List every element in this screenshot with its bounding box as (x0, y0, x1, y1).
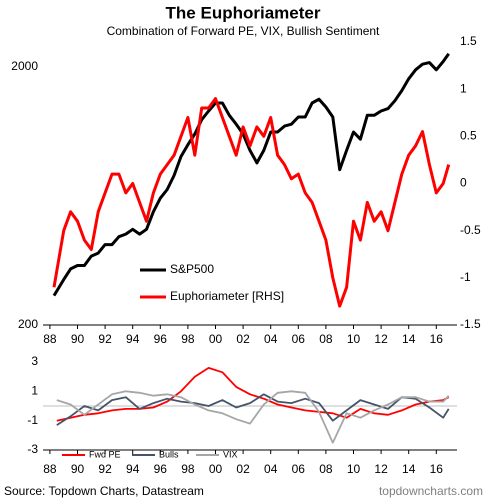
y-tick-label: -3 (27, 442, 38, 456)
brand: topdowncharts.com (379, 484, 483, 498)
x-tick-label: 00 (209, 332, 223, 346)
x-tick-label: 88 (43, 462, 57, 476)
y2-tick-label: -0.5 (460, 223, 481, 237)
y-tick-label: -1 (27, 413, 38, 427)
x-tick-label: 08 (319, 332, 333, 346)
legend-label: VIX (223, 449, 238, 459)
x-tick-label: 96 (154, 462, 168, 476)
x-tick-label: 14 (402, 462, 416, 476)
legend-label: Fwd PE (89, 449, 121, 459)
x-tick-label: 02 (236, 332, 250, 346)
x-tick-label: 12 (374, 332, 388, 346)
y2-tick-label: 1.5 (460, 34, 477, 48)
x-tick-label: 04 (264, 332, 278, 346)
x-tick-label: 98 (181, 332, 195, 346)
x-tick-label: 94 (126, 462, 140, 476)
x-tick-label: 00 (209, 462, 223, 476)
x-tick-label: 92 (98, 462, 112, 476)
chart-subtitle: Combination of Forward PE, VIX, Bullish … (107, 24, 380, 38)
series-line (56, 390, 450, 444)
legend-label: Euphoriameter [RHS] (170, 289, 284, 303)
y2-tick-label: -1.5 (460, 317, 481, 331)
x-tick-label: 96 (154, 332, 168, 346)
y-tick-label: 200 (18, 317, 38, 331)
x-tick-label: 08 (319, 462, 333, 476)
y-tick-label: 2000 (11, 59, 38, 73)
y-tick-label: 1 (31, 384, 38, 398)
x-tick-label: 90 (71, 462, 85, 476)
y-tick-label: 3 (31, 354, 38, 368)
x-tick-label: 06 (292, 462, 306, 476)
legend-label: Bulls (159, 449, 179, 459)
x-tick-label: 04 (264, 462, 278, 476)
y2-tick-label: 1 (460, 81, 467, 95)
source: Source: Topdown Charts, Datastream (4, 484, 204, 498)
x-tick-label: 14 (402, 332, 416, 346)
y2-tick-label: -1 (460, 270, 471, 284)
x-tick-label: 88 (43, 332, 57, 346)
x-tick-label: 94 (126, 332, 140, 346)
legend-label: S&P500 (170, 262, 214, 276)
x-tick-label: 12 (374, 462, 388, 476)
x-tick-label: 02 (236, 462, 250, 476)
x-tick-label: 10 (347, 332, 361, 346)
x-tick-label: 16 (430, 332, 444, 346)
y2-tick-label: 0 (460, 176, 467, 190)
x-tick-label: 06 (292, 332, 306, 346)
x-tick-label: 10 (347, 462, 361, 476)
x-tick-label: 90 (71, 332, 85, 346)
series-line (52, 52, 450, 297)
y2-tick-label: 0.5 (460, 129, 477, 143)
series-line (52, 97, 451, 308)
x-tick-label: 98 (181, 462, 195, 476)
x-tick-label: 92 (98, 332, 112, 346)
series-line (56, 367, 450, 422)
x-tick-label: 16 (430, 462, 444, 476)
series-line (56, 393, 450, 426)
chart-title: The Euphoriameter (166, 3, 321, 22)
